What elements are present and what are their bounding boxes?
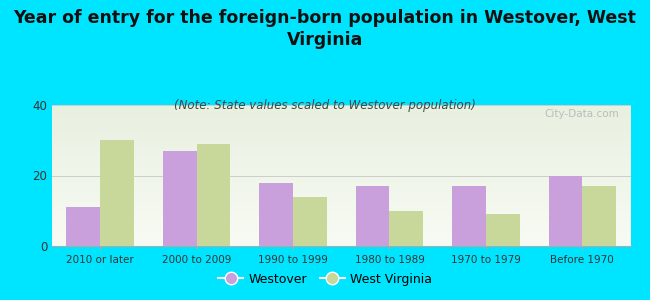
Legend: Westover, West Virginia: Westover, West Virginia [213, 268, 437, 291]
Bar [100, 140, 134, 246]
Bar [66, 207, 100, 246]
Bar [293, 197, 327, 246]
Bar [549, 176, 582, 246]
Text: Year of entry for the foreign-born population in Westover, West
Virginia: Year of entry for the foreign-born popul… [14, 9, 636, 49]
Text: City-Data.com: City-Data.com [544, 109, 619, 119]
Bar [389, 211, 423, 246]
Bar [486, 214, 519, 246]
Bar [259, 182, 293, 246]
Bar [163, 151, 196, 246]
Text: (Note: State values scaled to Westover population): (Note: State values scaled to Westover p… [174, 99, 476, 112]
Bar [356, 186, 389, 246]
Bar [582, 186, 616, 246]
Bar [452, 186, 486, 246]
Bar [196, 144, 230, 246]
